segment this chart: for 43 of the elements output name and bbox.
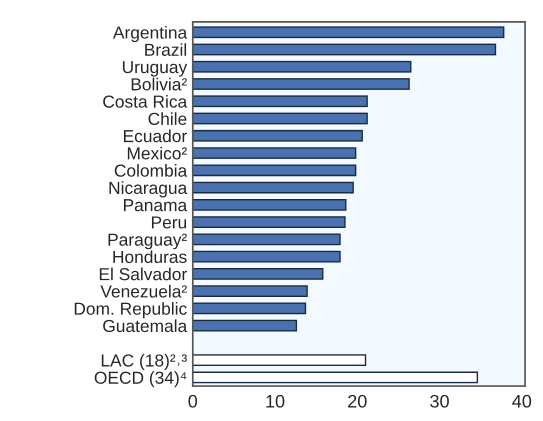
y-tick-label: Honduras xyxy=(113,250,187,264)
y-tick-label: Colombia xyxy=(114,164,188,177)
bar xyxy=(192,112,368,124)
y-tick-label: Brazil xyxy=(145,43,186,56)
y-tick-label: El Salvador xyxy=(100,268,187,280)
bar xyxy=(192,26,504,38)
y-tick-label: Argentina xyxy=(112,26,188,42)
bar xyxy=(192,44,496,56)
y-tick-label: LAC (18)²˒³ xyxy=(102,354,187,370)
y-tick-label: Guatemala xyxy=(103,319,188,332)
x-tick-label: 0 xyxy=(188,394,198,408)
y-tick-label: Peru xyxy=(152,216,186,229)
bar xyxy=(192,95,368,108)
x-tick-label: 20 xyxy=(348,394,367,408)
y-tick-label: Paraguay² xyxy=(108,234,187,250)
y-tick-label: Mexico² xyxy=(128,146,187,160)
bar xyxy=(192,147,356,159)
bar xyxy=(192,198,346,211)
y-tick-label: Costa Rica xyxy=(103,94,188,108)
bar xyxy=(192,60,412,73)
y-tick-label: Ecuador xyxy=(124,130,187,142)
bar xyxy=(192,285,308,298)
bar xyxy=(192,164,356,176)
y-tick-label: Uruguay xyxy=(122,61,188,77)
y-tick-label: Panama xyxy=(124,199,188,212)
bar xyxy=(192,302,306,314)
bar xyxy=(192,130,363,142)
y-tick-label: Venezuela² xyxy=(100,284,187,298)
y-tick-label: Chile xyxy=(148,112,186,126)
y-tick-label: OECD (34)⁴ xyxy=(94,371,186,388)
x-tick-label: 40 xyxy=(512,394,532,408)
bar xyxy=(192,216,346,228)
bar xyxy=(192,233,341,246)
y-tick-label: Dom. Republic xyxy=(74,302,187,318)
bar xyxy=(192,320,298,332)
bar xyxy=(192,250,341,262)
x-tick-label: 10 xyxy=(266,394,284,408)
y-tick-label: Nicaragua xyxy=(110,181,188,198)
y-tick-label: Bolivia² xyxy=(132,78,187,90)
bar xyxy=(192,268,324,280)
bar xyxy=(192,78,410,90)
x-tick-label: 30 xyxy=(430,394,449,408)
bar xyxy=(192,182,354,194)
